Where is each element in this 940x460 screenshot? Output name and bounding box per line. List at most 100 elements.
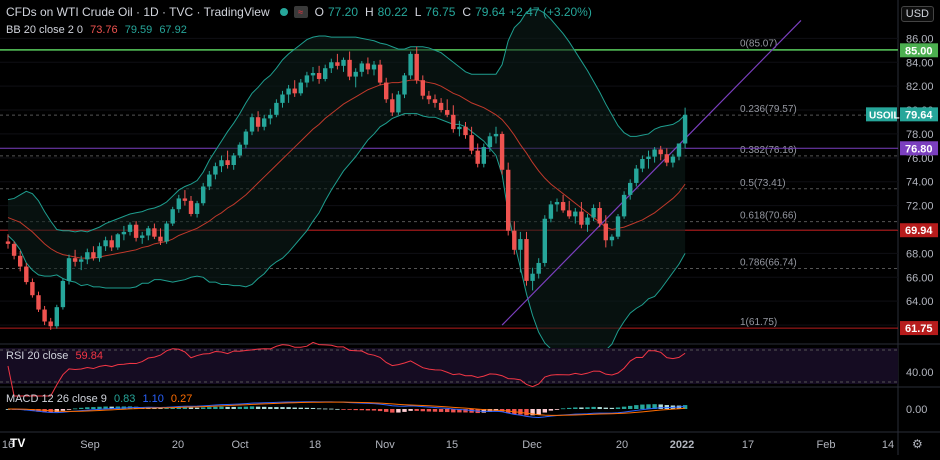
macd-histogram-bar [652, 404, 657, 409]
macd-histogram-bar [377, 409, 383, 412]
candle-body [85, 252, 90, 260]
macd-histogram-bar [451, 409, 456, 413]
candle-body [286, 88, 291, 95]
wave-icon[interactable]: ≈ [293, 6, 308, 18]
candle-body [249, 117, 255, 132]
candle-body [615, 216, 621, 237]
price-tick-label: 68.00 [906, 248, 934, 260]
macd-histogram-bar [268, 407, 273, 409]
macd-histogram-bar [548, 409, 554, 411]
candle-body [585, 217, 590, 225]
candle-body [329, 62, 334, 69]
macd-histogram-bar [97, 406, 102, 409]
macd-histogram-bar [542, 409, 547, 413]
candle-body [24, 266, 29, 283]
candle-body [408, 53, 413, 76]
macd-histogram-bar [219, 406, 224, 409]
candle-body [176, 198, 181, 210]
candle-body [634, 168, 639, 183]
candle-body [140, 235, 145, 238]
candle-body [121, 231, 127, 235]
fib-label: 0.5(73.41) [740, 178, 786, 189]
time-tick-label: Oct [231, 439, 248, 451]
macd-histogram-bar [329, 408, 334, 410]
open-label: O [314, 5, 324, 19]
candle-body [499, 133, 505, 170]
macd-label: MACD 12 26 close 9 [6, 393, 107, 405]
candle-body [371, 64, 377, 70]
time-tick-label: Nov [375, 439, 395, 451]
macd-histogram-bar [292, 407, 297, 409]
macd-histogram-bar [408, 409, 413, 411]
macd-histogram-bar [396, 409, 401, 413]
macd-histogram-bar [323, 408, 328, 410]
price-tag-bg [900, 107, 938, 122]
candle-body [420, 80, 425, 96]
macd-histogram-bar [524, 409, 529, 416]
macd-histogram-bar [457, 409, 462, 413]
time-tick-label: 17 [742, 439, 754, 451]
macd-histogram-bar [115, 406, 120, 409]
price-tag-bg [900, 223, 938, 238]
macd-histogram-bar [646, 404, 651, 409]
currency-button[interactable]: USD [900, 6, 934, 22]
symbol-title[interactable]: CFDs on WTI Crude Oil · 1D · TVC · Tradi… [6, 5, 270, 19]
bb-basis-line [7, 79, 686, 259]
candle-body [97, 246, 102, 259]
macd-histogram-bar [109, 406, 114, 409]
macd-histogram-bar [66, 409, 72, 410]
candle-body [682, 114, 688, 144]
macd-histogram-bar [359, 409, 364, 411]
candle-body [304, 75, 310, 83]
candle-body [213, 166, 218, 175]
candle-body [542, 218, 547, 263]
candle-body [603, 223, 608, 241]
macd-histogram-bar [603, 407, 608, 409]
candle-body [127, 224, 133, 232]
candle-body [506, 169, 511, 231]
macd-legend[interactable]: MACD 12 26 close 9 0.83 1.10 0.27 [6, 393, 192, 405]
candle-body [530, 273, 535, 281]
fib-label: 0.786(66.74) [740, 257, 797, 268]
macd-histogram-bar [310, 407, 316, 409]
candle-body [390, 99, 395, 113]
macd-histogram-bar [530, 409, 535, 416]
macd-histogram-bar [554, 409, 560, 410]
macd-axis-label: 0.00 [906, 404, 927, 416]
bb-basis-value: 73.76 [90, 24, 118, 36]
price-tag-label: 85.00 [905, 45, 933, 57]
candle-body [30, 282, 35, 296]
candle-body [60, 280, 66, 308]
macd-histogram-bar [231, 406, 236, 409]
rsi-band [0, 348, 898, 384]
candle-body [493, 133, 499, 137]
candle-body [219, 160, 224, 167]
candle-body [316, 73, 322, 79]
macd-histogram-bar [658, 404, 663, 409]
candle-body [36, 295, 41, 310]
macd-histogram-bar [225, 406, 230, 409]
bb-legend[interactable]: BB 20 close 2 0 73.76 79.59 67.92 [6, 24, 187, 36]
price-tick-label: 82.00 [906, 81, 934, 93]
macd-histogram-bar [158, 408, 163, 409]
macd-histogram-bar [249, 406, 255, 409]
macd-histogram-bar [463, 409, 468, 413]
macd-histogram-bar [194, 407, 200, 409]
macd-histogram-bar [640, 404, 645, 409]
candle-body [79, 259, 84, 262]
chart-header: CFDs on WTI Crude Oil · 1D · TVC · Tradi… [6, 5, 592, 19]
macd-histogram-bar [597, 407, 602, 409]
candle-body [621, 194, 627, 217]
rsi-legend[interactable]: RSI 20 close 59.84 [6, 350, 103, 362]
candle-body [432, 99, 438, 103]
high-value: 80.22 [377, 5, 408, 19]
low-label: L [414, 5, 422, 19]
candle-body [426, 95, 432, 100]
change-value: +2.47 (+3.20%) [509, 5, 592, 19]
fib-label: 0.236(79.57) [740, 104, 797, 115]
candle-body [640, 159, 645, 169]
macd-histogram-bar [518, 409, 523, 415]
price-tick-label: 78.00 [906, 129, 934, 141]
